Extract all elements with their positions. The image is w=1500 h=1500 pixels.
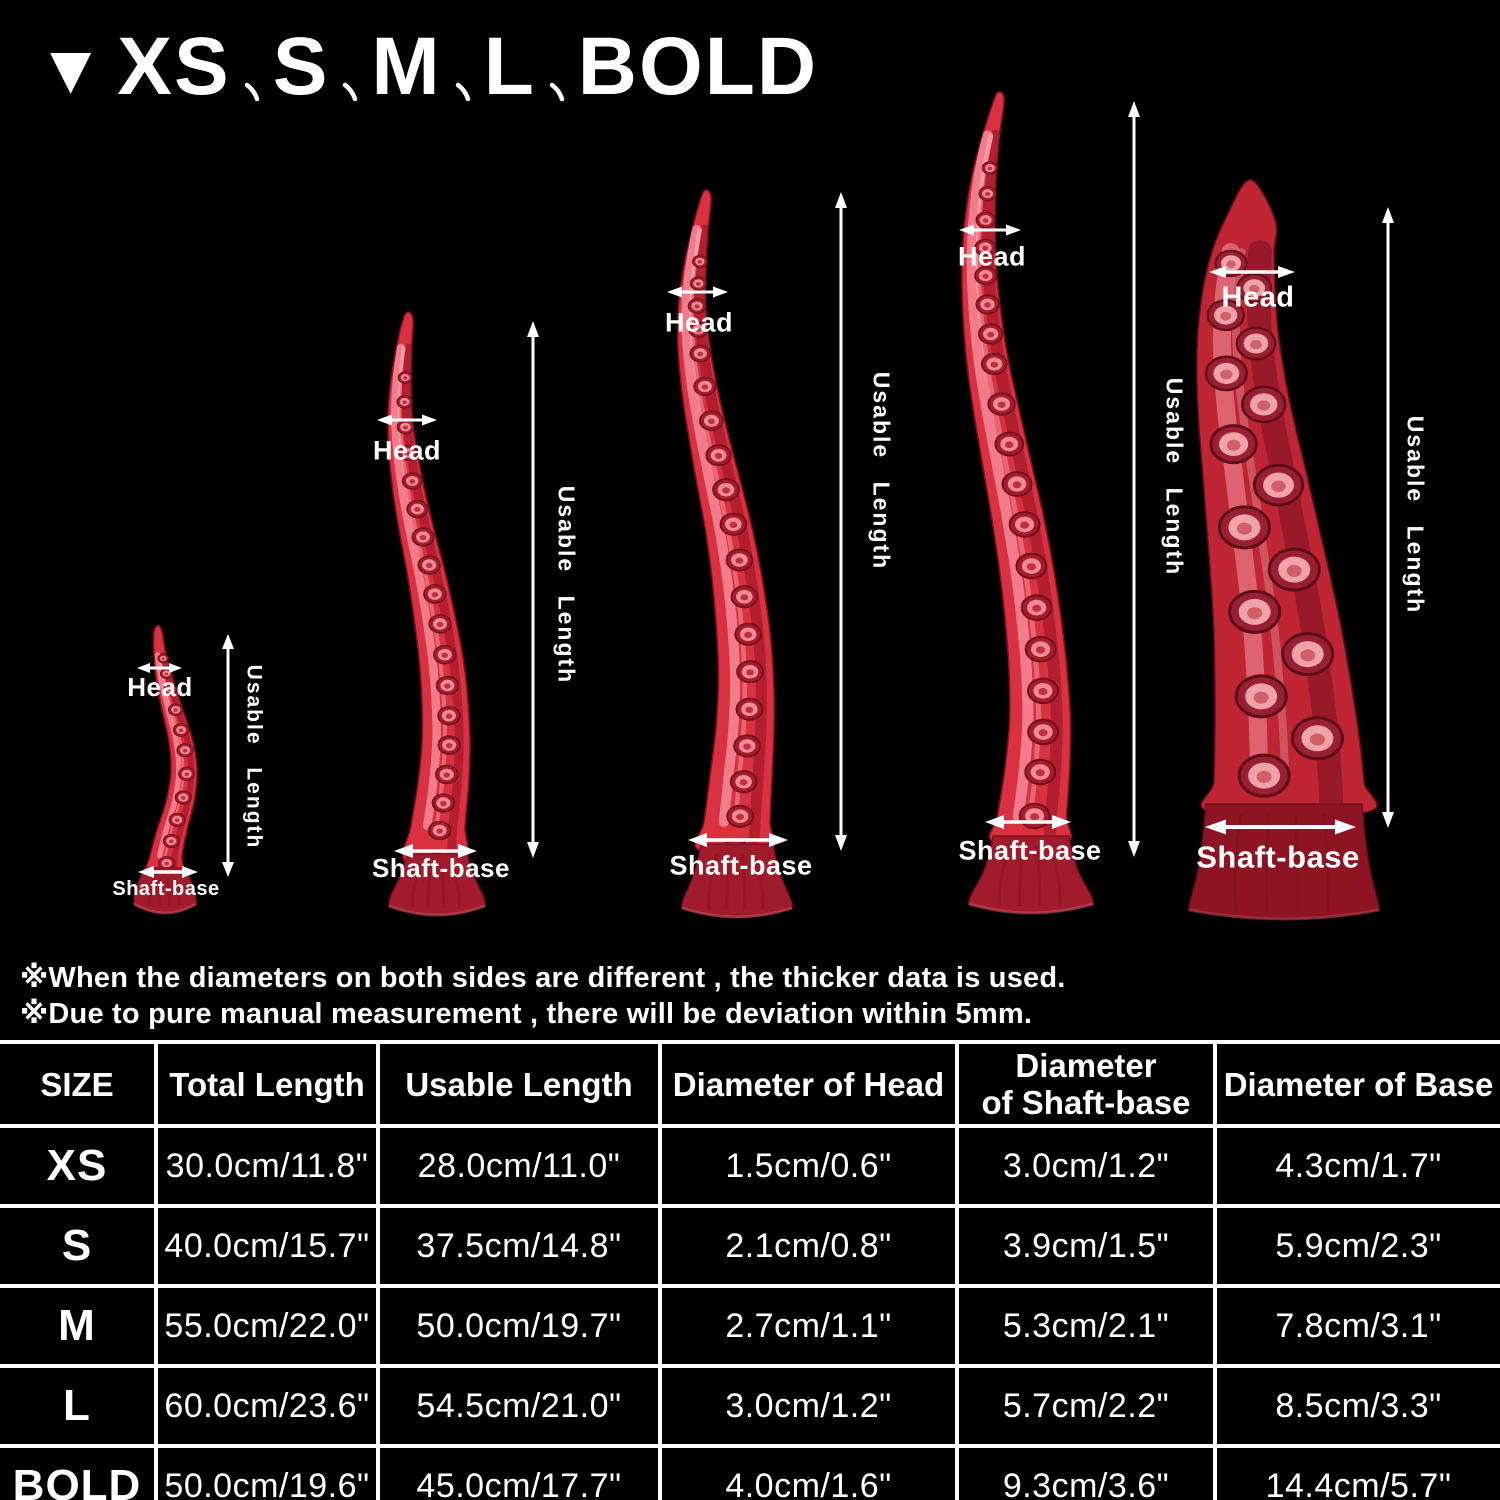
bold-head-label: Head <box>1221 281 1295 314</box>
tentacle-s-image <box>387 311 486 917</box>
figures-canvas <box>133 91 1394 921</box>
cell-bold-head-diameter: 4.0cm/1.6" <box>660 1444 959 1500</box>
s-usable-length-label: Usable Length <box>553 485 580 685</box>
l-shaft-base-label: Shaft-base <box>958 835 1102 866</box>
cell-bold-base-diameter: 14.4cm/5.7" <box>1215 1444 1500 1500</box>
title-size-m: M <box>371 21 442 112</box>
cell-l-head-diameter: 3.0cm/1.2" <box>660 1364 959 1446</box>
cell-s-total-length: 40.0cm/15.7" <box>156 1204 380 1286</box>
size-spec-table: SIZE Total Length Usable Length Diameter… <box>0 1040 1500 1500</box>
title-size-bold: BOLD <box>577 21 819 112</box>
cell-bold-shaft-base-diameter: 9.3cm/3.6" <box>957 1444 1217 1500</box>
bold-usable-length-arrow <box>1382 207 1394 828</box>
tentacle-bold-image <box>1188 179 1380 921</box>
m-usable-length-label: Usable Length <box>868 371 895 571</box>
table-row-xs: XS 30.0cm/11.8" 28.0cm/11.0" 1.5cm/0.6" … <box>0 1124 1500 1206</box>
header-diameter-shaft-base: Diameter of Shaft-base <box>957 1040 1217 1126</box>
cell-xs-usable-length: 28.0cm/11.0" <box>378 1124 662 1206</box>
s-head-diameter-arrow <box>377 414 437 426</box>
cell-s-size: S <box>0 1204 158 1286</box>
title-size-xs: XS <box>117 21 231 112</box>
xs-usable-length-arrow <box>222 634 234 877</box>
xs-shaft-base-label: Shaft-base <box>112 878 220 900</box>
footnote-deviation: ※Due to pure manual measurement , there … <box>20 998 1033 1030</box>
header-usable-length: Usable Length <box>378 1040 662 1126</box>
cell-s-usable-length: 37.5cm/14.8" <box>378 1204 662 1286</box>
header-diameter-shaft-base-line1: Diameter <box>1015 1047 1157 1084</box>
header-size: SIZE <box>0 1040 158 1126</box>
m-head-label: Head <box>664 307 734 338</box>
cell-bold-usable-length: 45.0cm/17.7" <box>378 1444 662 1500</box>
cell-xs-size: XS <box>0 1124 158 1206</box>
cell-m-total-length: 55.0cm/22.0" <box>156 1284 380 1366</box>
title-size-l: L <box>483 21 536 112</box>
cell-s-shaft-base-diameter: 3.9cm/1.5" <box>957 1204 1217 1286</box>
footnote-thicker-data: ※When the diameters on both sides are di… <box>20 962 1066 994</box>
cell-m-shaft-base-diameter: 5.3cm/2.1" <box>957 1284 1217 1366</box>
cell-l-size: L <box>0 1364 158 1446</box>
header-total-length: Total Length <box>156 1040 380 1126</box>
table-row-s: S 40.0cm/15.7" 37.5cm/14.8" 2.1cm/0.8" 3… <box>0 1204 1500 1286</box>
s-head-label: Head <box>372 435 442 466</box>
header-diameter-head: Diameter of Head <box>660 1040 959 1126</box>
page-title: ▼ XS S M L BOLD <box>36 26 818 108</box>
l-usable-length-label: Usable Length <box>1161 377 1188 577</box>
m-usable-length-arrow <box>835 192 847 851</box>
m-shaft-base-label: Shaft-base <box>669 850 813 881</box>
cell-l-usable-length: 54.5cm/21.0" <box>378 1364 662 1446</box>
cell-s-head-diameter: 2.1cm/0.8" <box>660 1204 959 1286</box>
cell-l-shaft-base-diameter: 5.7cm/2.2" <box>957 1364 1217 1446</box>
header-diameter-shaft-base-line2: of Shaft-base <box>981 1084 1191 1121</box>
l-head-diameter-arrow <box>959 224 1021 236</box>
ideographic-comma-icon <box>455 82 470 102</box>
cell-xs-head-diameter: 1.5cm/0.6" <box>660 1124 959 1206</box>
cell-l-base-diameter: 8.5cm/3.3" <box>1215 1364 1500 1446</box>
cell-s-base-diameter: 5.9cm/2.3" <box>1215 1204 1500 1286</box>
xs-usable-length-label: Usable Length <box>242 664 266 850</box>
table-row-bold: BOLD 50.0cm/19.6" 45.0cm/17.7" 4.0cm/1.6… <box>0 1444 1500 1500</box>
table-row-m: M 55.0cm/22.0" 50.0cm/19.7" 2.7cm/1.1" 5… <box>0 1284 1500 1366</box>
l-head-label: Head <box>957 241 1027 272</box>
cell-m-size: M <box>0 1284 158 1366</box>
bold-head-diameter-arrow <box>1209 266 1295 278</box>
table-header-row: SIZE Total Length Usable Length Diameter… <box>0 1040 1500 1126</box>
footnotes: ※When the diameters on both sides are di… <box>20 960 1066 1032</box>
tentacle-l-image <box>961 91 1094 915</box>
m-shaft-base-arrow <box>688 833 788 847</box>
cell-l-total-length: 60.0cm/23.6" <box>156 1364 380 1446</box>
cell-bold-size: BOLD <box>0 1444 158 1500</box>
tentacle-m-image <box>676 189 793 919</box>
cell-xs-base-diameter: 4.3cm/1.7" <box>1215 1124 1500 1206</box>
triangle-down-icon: ▼ <box>36 30 106 108</box>
cell-m-head-diameter: 2.7cm/1.1" <box>660 1284 959 1366</box>
cell-bold-total-length: 50.0cm/19.6" <box>156 1444 380 1500</box>
l-usable-length-arrow <box>1128 101 1140 857</box>
cell-xs-total-length: 30.0cm/11.8" <box>156 1124 380 1206</box>
s-shaft-base-arrow <box>394 844 477 858</box>
bold-usable-length-label: Usable Length <box>1402 415 1429 615</box>
l-shaft-base-arrow <box>985 815 1071 829</box>
ideographic-comma-icon <box>343 82 358 102</box>
cell-xs-shaft-base-diameter: 3.0cm/1.2" <box>957 1124 1217 1206</box>
ideographic-comma-icon <box>549 82 565 102</box>
table-row-l: L 60.0cm/23.6" 54.5cm/21.0" 3.0cm/1.2" 5… <box>0 1364 1500 1446</box>
title-size-s: S <box>272 21 330 112</box>
ideographic-comma-icon <box>244 82 259 102</box>
xs-head-label: Head <box>127 672 193 702</box>
cell-m-base-diameter: 7.8cm/3.1" <box>1215 1284 1500 1366</box>
xs-head-diameter-arrow <box>137 663 182 673</box>
bold-shaft-base-arrow <box>1205 819 1356 835</box>
s-shaft-base-label: Shaft-base <box>372 853 510 883</box>
s-usable-length-arrow <box>527 321 539 858</box>
tentacle-xs-image <box>133 624 198 915</box>
header-diameter-base: Diameter of Base <box>1215 1040 1500 1126</box>
xs-shaft-base-arrow <box>138 866 198 878</box>
m-head-diameter-arrow <box>667 286 728 298</box>
bold-shaft-base-label: Shaft-base <box>1196 839 1360 875</box>
cell-m-usable-length: 50.0cm/19.7" <box>378 1284 662 1366</box>
